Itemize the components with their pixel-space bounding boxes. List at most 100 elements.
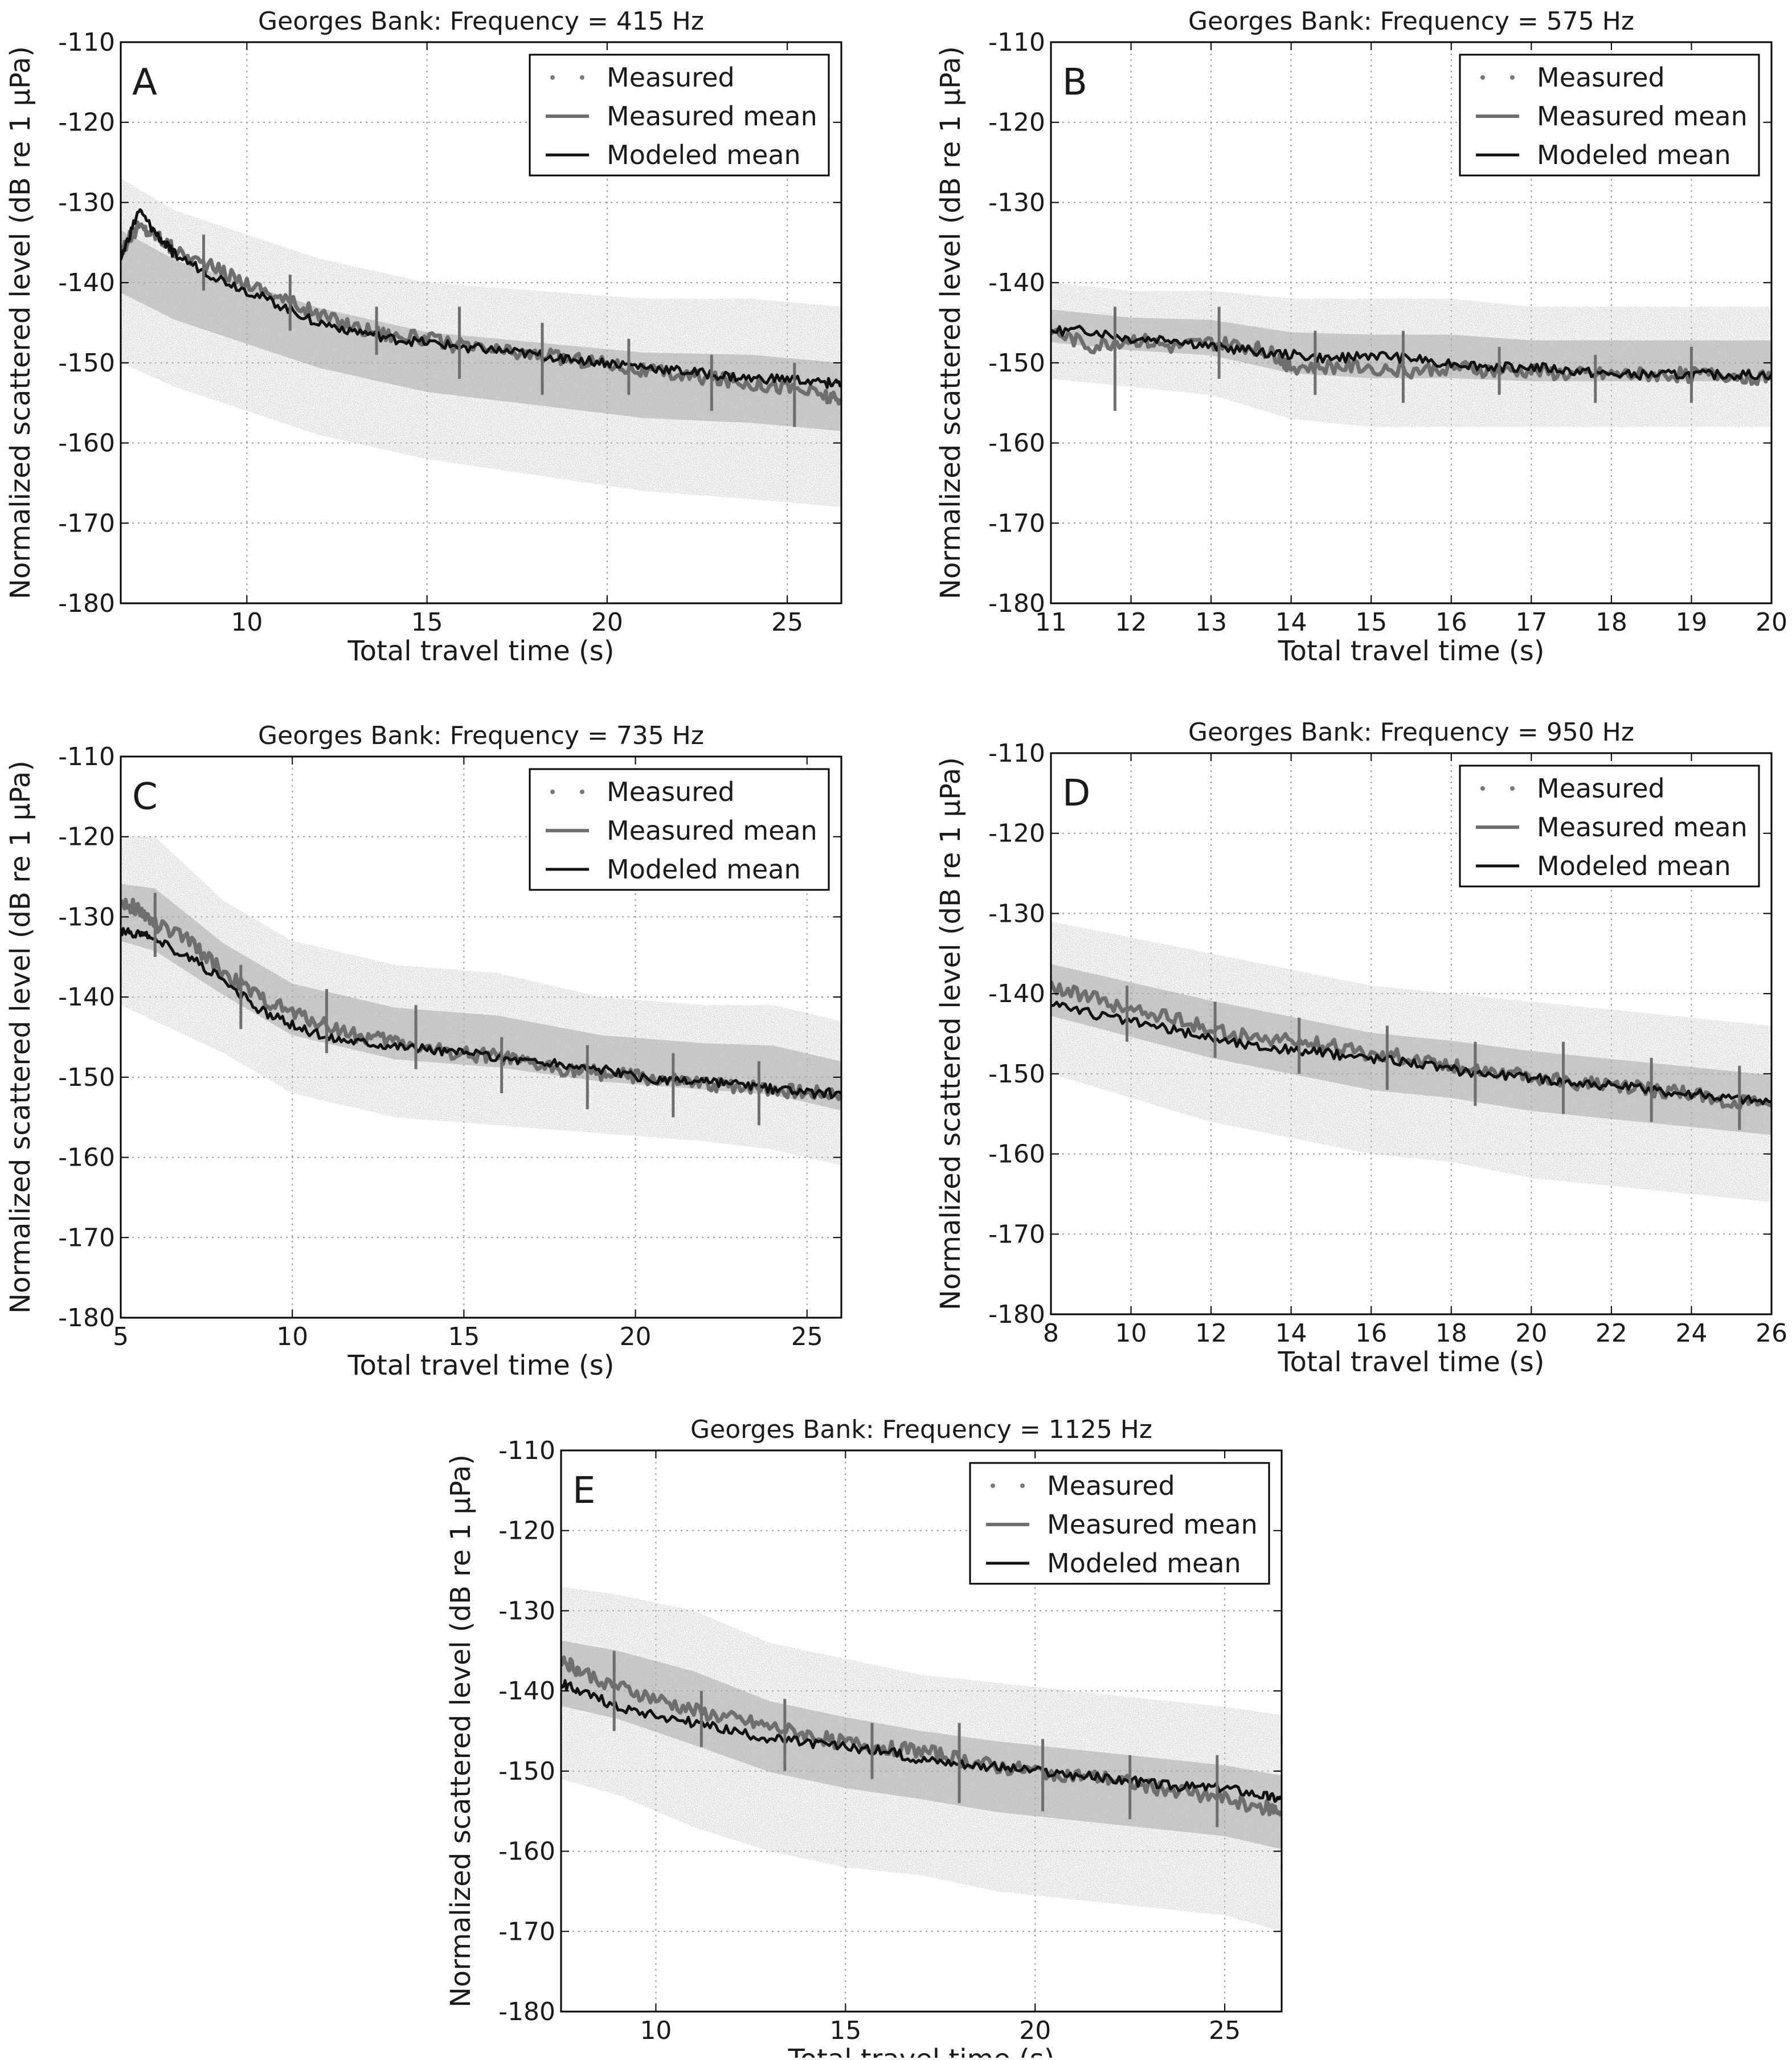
y-tick-label: -130 [988, 188, 1045, 217]
y-tick-label: -140 [58, 268, 115, 297]
legend-label: Modeled mean [1537, 140, 1731, 170]
plot-area [561, 1587, 1282, 1932]
legend: Measured Measured mean Modeled mean [529, 768, 830, 891]
measured-mean-line [561, 1655, 1282, 1817]
legend-marker-dot [550, 75, 555, 80]
x-tick-label: 8 [1043, 1319, 1059, 1348]
x-tick-label: 20 [620, 1322, 652, 1351]
panel-b: 11 12 13 14 15 16 17 18 19 20 -110 -120 -130 -140 -150… [935, 7, 1787, 667]
y-tick-label: -160 [988, 1140, 1045, 1169]
x-tick-label: 16 [1355, 1319, 1387, 1348]
y-tick-label: -170 [58, 509, 115, 538]
y-tick-label: -180 [58, 589, 115, 618]
y-axis-label: Normalized scattered level (dB re 1 μPa) [935, 757, 967, 1310]
legend-label: Measured mean [1047, 1509, 1258, 1540]
y-axis-label: Normalized scattered level (dB re 1 μPa) [935, 46, 967, 599]
y-tick-label: -120 [988, 108, 1045, 137]
y-tick-label: -160 [58, 429, 115, 458]
x-axis-label: Total travel time (s) [787, 2043, 1054, 2058]
modeled-mean-line [561, 1679, 1282, 1803]
x-tick-label: 20 [1515, 1319, 1547, 1348]
x-tick-label: 14 [1275, 608, 1307, 637]
plot-area [121, 836, 841, 1166]
measured-scatter-core [561, 1640, 1282, 1849]
legend-marker-dot [1480, 75, 1485, 80]
y-tick-label: -110 [988, 28, 1045, 57]
legend-label: Modeled mean [607, 140, 801, 170]
legend-label: Measured mean [607, 101, 817, 132]
y-tick-label: -170 [58, 1223, 115, 1252]
axes-frame [560, 1449, 1283, 2013]
panel-letter: E [572, 1470, 595, 1512]
legend-marker-dot [550, 790, 555, 794]
legend-label: Measured [607, 62, 735, 93]
plot-area [1051, 283, 1771, 427]
legend-marker-dot [1510, 75, 1515, 80]
y-axis-label: Normalized scattered level (dB re 1 μPa) [5, 46, 36, 599]
panel-letter: A [132, 62, 157, 104]
x-tick-label: 10 [231, 608, 263, 637]
x-tick-label: 15 [411, 608, 443, 637]
panel-d: 8 10 12 14 16 18 20 22 24 26 -110 -120 -130 -140 -150 -… [935, 718, 1787, 1378]
legend-marker-dot [1480, 786, 1485, 791]
x-axis-label: Total travel time (s) [1277, 1346, 1544, 1378]
legend-label: Measured [1537, 62, 1665, 93]
legend-marker-dot [580, 790, 584, 794]
x-axis-label: Total travel time (s) [347, 635, 614, 667]
axes-frame [1050, 41, 1773, 604]
x-tick-label: 13 [1195, 608, 1227, 637]
y-tick-label: -130 [58, 188, 115, 217]
y-tick-label: -130 [58, 902, 115, 931]
axes-frame [120, 755, 842, 1319]
legend: Measured Measured mean Modeled mean [1459, 765, 1760, 888]
x-tick-label: 10 [276, 1322, 308, 1351]
x-tick-label: 20 [591, 608, 623, 637]
y-tick-label: -160 [58, 1143, 115, 1172]
y-tick-label: -170 [988, 1220, 1045, 1249]
y-tick-label: -160 [988, 429, 1045, 458]
chart-title: Georges Bank: Frequency = 415 Hz [258, 7, 704, 36]
modeled-mean-line [121, 208, 841, 389]
x-tick-label: 25 [791, 1322, 823, 1351]
chart-title: Georges Bank: Frequency = 575 Hz [1188, 7, 1634, 36]
y-tick-label: -120 [58, 823, 115, 852]
legend-marker-dot [1510, 786, 1515, 791]
x-tick-label: 5 [113, 1322, 129, 1351]
y-axis-label: Normalized scattered level (dB re 1 μPa) [445, 1454, 477, 2008]
x-axis-label: Total travel time (s) [1277, 635, 1544, 667]
legend-label: Measured [1537, 773, 1665, 804]
x-tick-label: 12 [1195, 1319, 1227, 1348]
legend-label: Modeled mean [607, 854, 801, 885]
x-axis-label: Total travel time (s) [347, 1350, 614, 1381]
y-tick-label: -130 [498, 1596, 555, 1625]
x-tick-label: 24 [1675, 1319, 1707, 1348]
x-tick-label: 20 [1019, 2016, 1051, 2045]
x-tick-label: 26 [1756, 1319, 1787, 1348]
legend-label: Modeled mean [1047, 1548, 1241, 1579]
x-tick-label: 17 [1515, 608, 1547, 637]
y-tick-label: -160 [498, 1837, 555, 1866]
y-tick-label: -110 [58, 742, 115, 771]
y-tick-label: -140 [988, 268, 1045, 297]
x-tick-label: 20 [1756, 608, 1787, 637]
panel-letter: D [1062, 772, 1090, 815]
legend-label: Measured mean [1537, 812, 1748, 843]
chart-title: Georges Bank: Frequency = 1125 Hz [690, 1415, 1152, 1444]
y-tick-label: -110 [498, 1436, 555, 1465]
x-tick-label: 18 [1595, 608, 1627, 637]
legend-label: Modeled mean [1537, 851, 1731, 881]
legend-marker-dot [991, 1483, 995, 1488]
y-tick-label: -140 [988, 979, 1045, 1008]
y-tick-label: -120 [498, 1517, 555, 1546]
y-tick-label: -140 [498, 1677, 555, 1706]
y-tick-label: -170 [988, 509, 1045, 538]
y-axis-label: Normalized scattered level (dB re 1 μPa) [5, 761, 36, 1314]
modeled-mean-line [1051, 325, 1771, 381]
y-tick-label: -180 [58, 1303, 115, 1333]
legend: Measured Measured mean Modeled mean [529, 54, 830, 177]
x-tick-label: 11 [1035, 608, 1067, 637]
y-tick-label: -180 [498, 1997, 555, 2026]
x-tick-label: 25 [1209, 2016, 1241, 2045]
y-tick-label: -110 [988, 739, 1045, 768]
panel-a: 10 15 20 25 -110 -120 -130 -140 -150 -160 -170 -180… [5, 7, 842, 667]
